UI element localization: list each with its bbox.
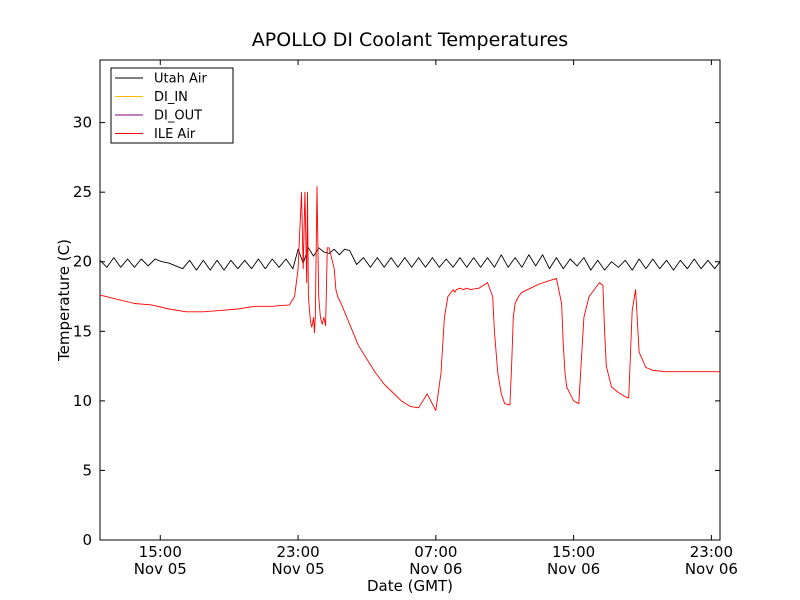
legend-box: [110, 67, 234, 144]
y-tick-label: 25: [73, 183, 92, 201]
legend-label-ile-air: ILE Air: [154, 127, 196, 142]
legend: Utah Air DI_IN DI_OUT ILE Air: [110, 67, 234, 144]
legend-label-utah-air: Utah Air: [154, 72, 207, 87]
x-tick-time-label: 23:00: [690, 543, 733, 561]
y-tick-label: 5: [82, 461, 92, 479]
x-tick-date-label: Nov 06: [547, 560, 600, 578]
series-layer: [99, 186, 721, 412]
y-tick-label: 20: [73, 253, 92, 271]
x-tick-date-label: Nov 05: [271, 560, 324, 578]
series-line-utah-air: [99, 247, 721, 271]
x-tick-time-label: 07:00: [414, 543, 457, 561]
legend-label-di-out: DI_OUT: [154, 109, 202, 124]
y-axis-label: Temperature (C): [55, 239, 73, 362]
x-tick-time-label: 15:00: [552, 543, 595, 561]
x-tick-time-label: 15:00: [139, 543, 182, 561]
x-tick-date-label: Nov 05: [134, 560, 187, 578]
series-line-ile-air: [99, 186, 720, 412]
x-tick-time-label: 23:00: [276, 543, 319, 561]
x-tick-date-label: Nov 06: [409, 560, 462, 578]
x-axis-label: Date (GMT): [367, 577, 453, 595]
y-tick-label: 30: [73, 114, 92, 132]
y-tick-label: 0: [82, 531, 92, 549]
y-tick-label: 15: [73, 322, 92, 340]
legend-label-di-in: DI_IN: [154, 90, 188, 105]
y-tick-label: 10: [73, 392, 92, 410]
chart-title: APOLLO DI Coolant Temperatures: [252, 29, 568, 51]
x-tick-date-label: Nov 06: [685, 560, 738, 578]
